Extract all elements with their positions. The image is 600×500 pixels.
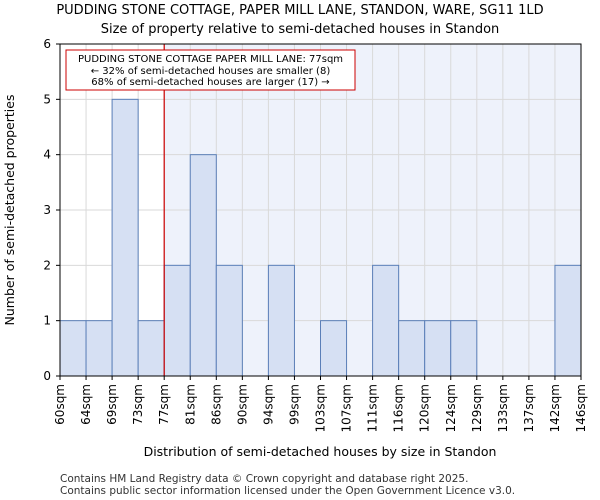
x-tick-label: 120sqm: [418, 384, 432, 432]
x-tick-label: 99sqm: [287, 384, 301, 425]
x-tick-label: 90sqm: [235, 384, 249, 425]
y-axis-label: Number of semi-detached properties: [2, 95, 17, 326]
bar: [111, 98, 139, 377]
chart-title: PUDDING STONE COTTAGE, PAPER MILL LANE, …: [56, 3, 543, 18]
x-tick-label: 81sqm: [183, 384, 197, 425]
bar: [59, 320, 87, 377]
x-tick-label: 116sqm: [392, 384, 406, 432]
x-tick-label: 64sqm: [79, 384, 93, 425]
x-tick-label: 146sqm: [574, 384, 588, 432]
bar: [398, 320, 426, 377]
y-tick-label: 5: [43, 92, 51, 106]
y-tick-label: 3: [43, 203, 51, 217]
bar: [424, 320, 452, 377]
bar: [163, 264, 191, 377]
x-tick-label: 94sqm: [261, 384, 275, 425]
x-tick-label: 107sqm: [340, 384, 354, 432]
y-tick-label: 6: [43, 37, 51, 51]
footer-line-1: Contains HM Land Registry data © Crown c…: [60, 473, 468, 485]
x-tick-label: 133sqm: [496, 384, 510, 432]
x-tick-label: 124sqm: [444, 384, 458, 432]
x-tick-label: 60sqm: [53, 384, 67, 425]
annotation-line: ← 32% of semi-detached houses are smalle…: [91, 66, 331, 77]
annotation-line: PUDDING STONE COTTAGE PAPER MILL LANE: 7…: [78, 54, 343, 65]
x-tick-label: 77sqm: [157, 384, 171, 425]
x-axis-label: Distribution of semi-detached houses by …: [144, 444, 497, 459]
bar: [554, 264, 582, 377]
y-tick-label: 2: [43, 258, 51, 272]
x-tick-label: 73sqm: [131, 384, 145, 425]
x-tick-label: 142sqm: [548, 384, 562, 432]
bar: [85, 320, 113, 377]
x-tick-label: 69sqm: [105, 384, 119, 425]
bar: [215, 264, 243, 377]
x-tick-label: 103sqm: [314, 384, 328, 432]
y-tick-label: 4: [43, 148, 51, 162]
x-tick-label: 129sqm: [470, 384, 484, 432]
y-tick-label: 1: [43, 314, 51, 328]
x-tick-label: 137sqm: [522, 384, 536, 432]
annotation-line: 68% of semi-detached houses are larger (…: [91, 77, 329, 88]
annotation-box: [65, 49, 356, 91]
x-tick-label: 111sqm: [366, 384, 380, 432]
y-tick-label: 0: [43, 369, 51, 383]
bar: [137, 320, 165, 377]
footer-line-2: Contains public sector information licen…: [60, 485, 515, 497]
x-tick-label: 86sqm: [209, 384, 223, 425]
bar: [450, 320, 478, 377]
bar: [320, 320, 348, 377]
bar: [267, 264, 295, 377]
bar: [372, 264, 400, 377]
bar: [189, 154, 217, 377]
chart-subtitle: Size of property relative to semi-detach…: [101, 22, 500, 37]
